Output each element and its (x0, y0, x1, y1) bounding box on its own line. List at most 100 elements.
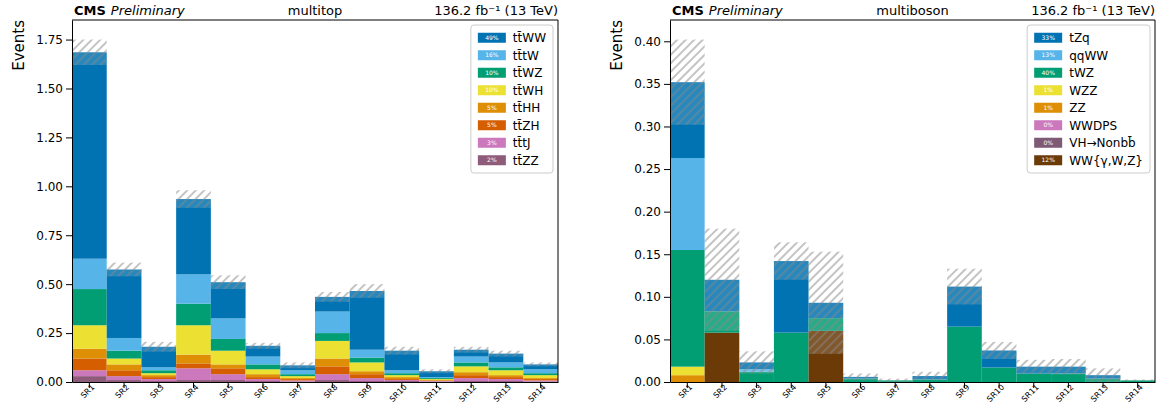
legend-entry: 40%tWZ (1034, 66, 1094, 80)
y-tick-label: 0.10 (634, 290, 661, 304)
legend-label: tt̄WH (513, 84, 543, 98)
bar-segment (454, 357, 489, 363)
legend-entry: 1%ZZ (1034, 101, 1085, 115)
y-tick-mark (664, 254, 670, 255)
legend-swatch (478, 103, 506, 113)
y-tick-label: 0.35 (634, 77, 661, 91)
x-tick: SR2 (114, 382, 131, 400)
uncertainty-band (705, 229, 740, 331)
uncertainty-band (72, 40, 107, 65)
legend-entry: 10%tt̄WH (478, 84, 543, 98)
uncertainty-band (107, 263, 142, 277)
y-tick: 0.50 (36, 278, 72, 292)
bar-segment (982, 368, 1017, 382)
legend-share: 16% (485, 51, 499, 58)
bar-segment (72, 349, 107, 359)
legend-entry: 33%tZq (1034, 31, 1090, 45)
legend-swatch (1034, 155, 1062, 165)
y-tick: 0.00 (634, 375, 670, 389)
bar-segment (315, 380, 350, 382)
bar-segment (419, 379, 454, 381)
legend-share: 13% (1042, 51, 1056, 58)
x-tick-label: SR8 (322, 383, 339, 400)
bar-segment (72, 289, 107, 325)
x-tick: SR5 (218, 382, 235, 400)
bar-segment (280, 374, 315, 376)
axis-line (72, 21, 73, 383)
y-tick-mark (664, 212, 670, 213)
x-tick-label: SR2 (712, 383, 729, 400)
x-tick: SR5 (815, 382, 832, 400)
legend-entry: 3%tt̄tJ (478, 136, 531, 150)
bar-segment (176, 274, 211, 303)
x-tick: SR8 (919, 382, 936, 400)
legend-entry: 5%tt̄HH (478, 101, 540, 115)
bar-segment (280, 376, 315, 378)
x-tick-label: SR14 (527, 383, 548, 404)
y-tick: 0.25 (36, 326, 72, 340)
legend-label: tt̄WW (513, 31, 546, 45)
legend-swatch (478, 50, 506, 60)
bar-segment (211, 339, 246, 351)
bar-segment (72, 359, 107, 371)
uncertainty-band (739, 351, 774, 373)
y-tick: 0.10 (634, 290, 670, 304)
legend-label: tt̄tW (513, 49, 539, 63)
legend-label: ZZ (1069, 101, 1085, 115)
y-tick-label: 0.20 (634, 205, 661, 219)
y-tick: 0.40 (634, 35, 670, 49)
x-tick-label: SR14 (1124, 383, 1145, 404)
y-tick-label: 0.30 (634, 120, 661, 134)
legend-label: tZq (1069, 31, 1090, 45)
legend-label: qqWW (1069, 49, 1108, 63)
bar-segment (211, 380, 246, 382)
x-tick: SR9 (357, 382, 374, 400)
y-tick-mark (664, 297, 670, 298)
bar-segment (489, 377, 524, 379)
bar-segment (523, 375, 558, 378)
legend-entry: 13% qqWW (1034, 49, 1108, 63)
y-tick-mark (664, 382, 670, 383)
bar-segment (419, 380, 454, 382)
bar-segment (246, 374, 281, 377)
bar-segment (72, 52, 107, 258)
x-tick-label: SR5 (218, 383, 235, 400)
bar-segment (384, 377, 419, 379)
legend-entry: 5%tt̄ZH (478, 119, 540, 133)
y-tick: 1.25 (36, 131, 72, 145)
bar-segment (454, 378, 489, 381)
legend-label: WW{γ,W,Z} (1069, 154, 1143, 168)
x-tick: SR7 (287, 382, 304, 400)
bar-segment (384, 373, 419, 375)
y-tick: 0.15 (634, 248, 670, 262)
legend-entry: 2%tt̄ZZ (478, 154, 539, 168)
bar-segment (315, 374, 350, 380)
legend-share: 49% (485, 34, 499, 41)
uncertainty-band (211, 275, 246, 289)
status-label: Preliminary (111, 3, 185, 18)
uncertainty-band (1016, 360, 1051, 374)
bar-segment (947, 327, 982, 382)
x-axis: SR1SR2SR3SR4SR5SR6SR7SR8SR9SR10SR11SR12S… (73, 382, 559, 404)
legend-label: tt̄ZZ (513, 154, 539, 168)
x-tick-label: SR6 (850, 383, 867, 400)
bar-segment (176, 199, 211, 274)
x-tick-label: SR8 (919, 383, 936, 400)
y-tick-mark (66, 137, 72, 138)
y-tick-mark (664, 41, 670, 42)
y-tick-label: 0.40 (634, 35, 661, 49)
y-tick-mark (66, 186, 72, 187)
x-tick-label: SR9 (954, 383, 971, 400)
y-tick-label: 0.25 (634, 162, 661, 176)
legend-items: 49%tt̄WW16%tt̄tW10%tt̄WZ10%tt̄WH5%tt̄HH5… (478, 31, 546, 168)
bar-segment (176, 304, 211, 326)
legend-label: tt̄HH (513, 101, 540, 115)
bar-segment (705, 333, 740, 382)
legend-entry: 0%WWDPS (1034, 119, 1117, 133)
bar-segment (211, 368, 246, 374)
bar-segment (72, 370, 107, 376)
bar-segment (774, 333, 809, 382)
bar-segment (1016, 373, 1051, 382)
legend-label: tt̄ZH (513, 119, 540, 133)
y-tick: 0.35 (634, 77, 670, 91)
